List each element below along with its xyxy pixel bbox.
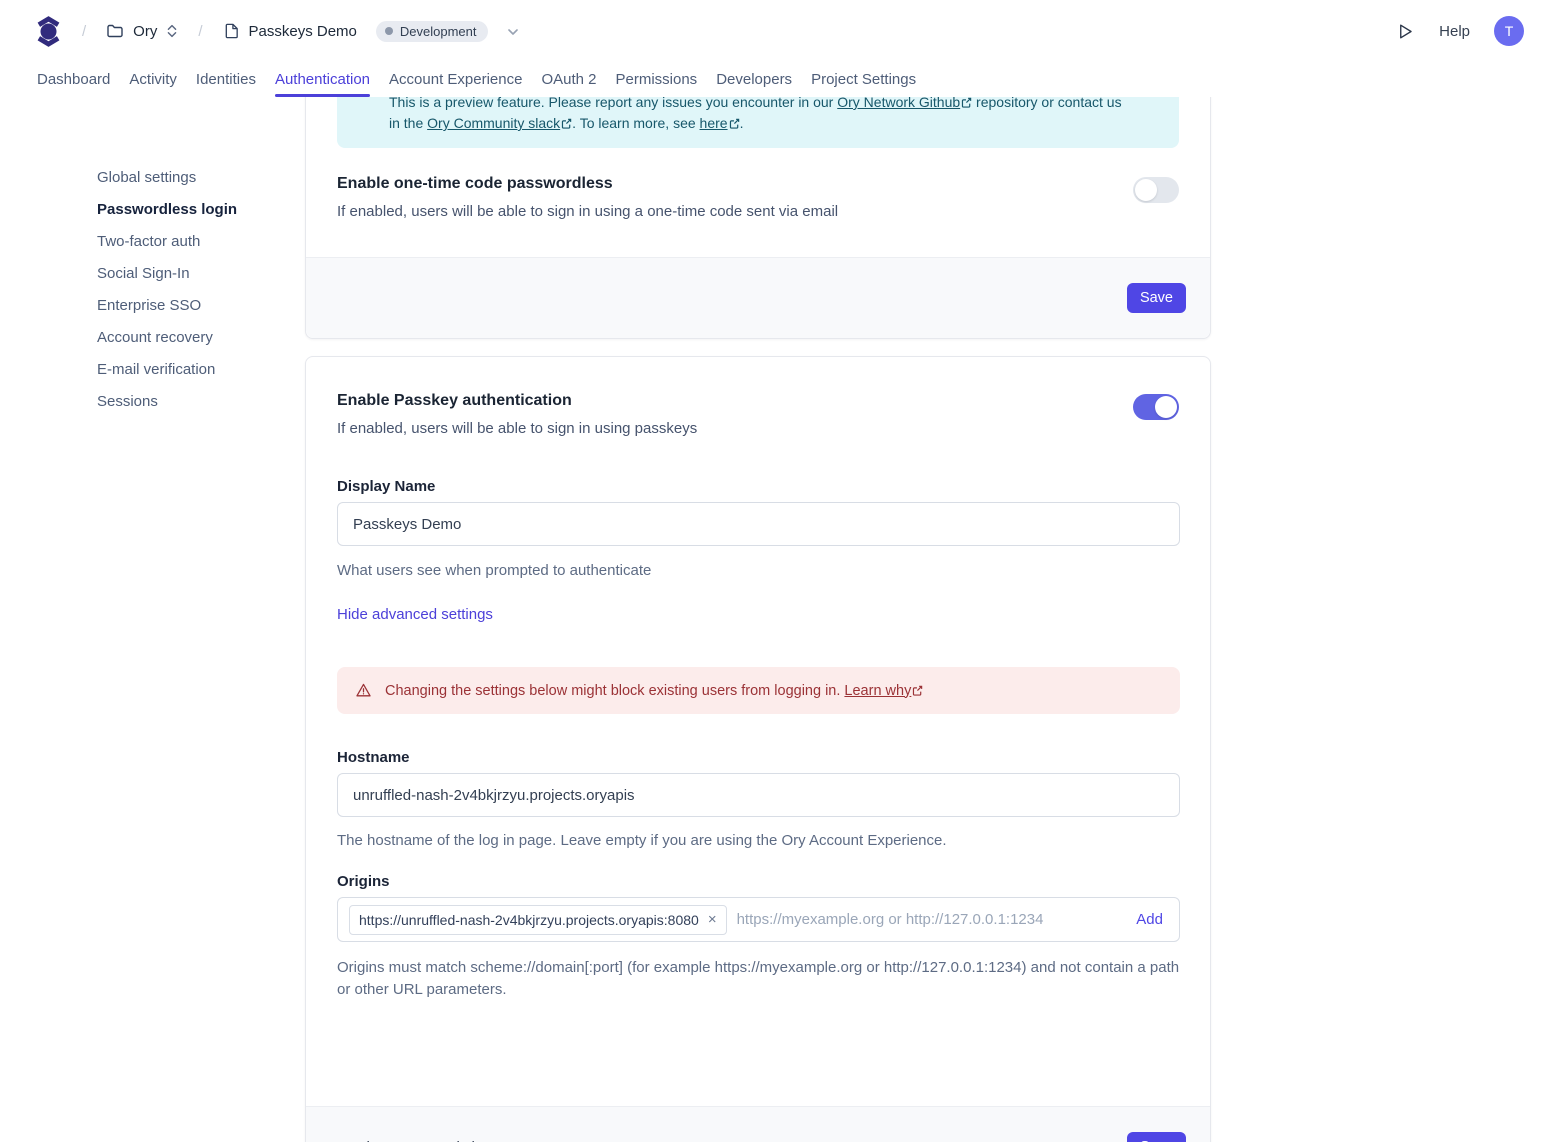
- warning-text: Changing the settings below might block …: [385, 683, 923, 699]
- passkey-toggle[interactable]: [1133, 394, 1179, 420]
- top-bar: / Ory / Passkeys Demo Development Help T: [0, 0, 1547, 62]
- passkey-card-footer: You have unsaved changes Save: [306, 1106, 1210, 1142]
- passkey-title: Enable Passkey authentication: [337, 392, 572, 409]
- remove-origin-icon[interactable]: ×: [707, 911, 717, 928]
- sidebar-item-account-recovery[interactable]: Account recovery: [97, 329, 213, 346]
- tab-oauth2[interactable]: OAuth 2: [541, 71, 597, 88]
- origins-field[interactable]: https://unruffled-nash-2v4bkjrzyu.projec…: [337, 897, 1180, 942]
- app-header: / Ory / Passkeys Demo Development Help T…: [0, 0, 1547, 97]
- help-link[interactable]: Help: [1439, 22, 1470, 40]
- spacer: [337, 1001, 1179, 1072]
- one-time-code-title: Enable one-time code passwordless: [337, 175, 613, 192]
- environment-dot: [384, 27, 393, 35]
- environment-badge: Development: [375, 20, 488, 42]
- play-button[interactable]: [1396, 22, 1415, 41]
- sidebar-item-two-factor-auth[interactable]: Two-factor auth: [97, 233, 201, 250]
- one-time-code-texts: Enable one-time code passwordless If ena…: [337, 174, 838, 223]
- ory-logo[interactable]: [35, 15, 62, 48]
- display-name-input[interactable]: [337, 502, 1180, 546]
- file-icon: [223, 22, 240, 40]
- toggle-knob: [1155, 396, 1177, 418]
- tab-project-settings[interactable]: Project Settings: [811, 71, 917, 88]
- one-time-code-toggle[interactable]: [1133, 177, 1179, 203]
- hostname-helper: The hostname of the log in page. Leave e…: [337, 832, 947, 849]
- preview-banner-text: repository or contact us in the: [389, 94, 1122, 131]
- learn-why-link[interactable]: Learn why: [844, 682, 912, 699]
- user-avatar[interactable]: T: [1494, 16, 1524, 46]
- environment-label: Development: [399, 23, 477, 39]
- preview-banner-text: This is a preview feature. Please report…: [389, 94, 838, 110]
- sidebar-item-passwordless-login[interactable]: Passwordless login: [97, 201, 238, 218]
- learn-more-here-link[interactable]: here: [699, 115, 728, 131]
- unsaved-changes-text: You have unsaved changes: [337, 1139, 521, 1142]
- chevron-down-icon: [506, 25, 520, 38]
- passkey-setting-row: Enable Passkey authentication If enabled…: [337, 391, 1179, 440]
- one-time-code-description: If enabled, users will be able to sign i…: [337, 203, 839, 220]
- tab-identities[interactable]: Identities: [195, 71, 256, 88]
- toggle-knob: [1135, 179, 1157, 201]
- project-name: Passkeys Demo: [248, 22, 357, 40]
- save-button[interactable]: Save: [1126, 283, 1186, 313]
- passkey-texts: Enable Passkey authentication If enabled…: [337, 391, 697, 440]
- tab-authentication[interactable]: Authentication: [274, 62, 371, 97]
- warning-message: Changing the settings below might block …: [385, 682, 845, 699]
- save-button[interactable]: Save: [1126, 1132, 1186, 1142]
- workspace-name: Ory: [133, 22, 158, 40]
- tab-activity[interactable]: Activity: [129, 71, 177, 88]
- origin-chip: https://unruffled-nash-2v4bkjrzyu.projec…: [349, 904, 727, 935]
- one-time-code-setting-row: Enable one-time code passwordless If ena…: [337, 174, 1179, 223]
- origins-helper: Origins must match scheme://domain[:port…: [337, 959, 1180, 998]
- workspace-selector[interactable]: Ory: [106, 22, 178, 40]
- tab-permissions[interactable]: Permissions: [615, 71, 698, 88]
- external-link-icon: [729, 118, 740, 129]
- warning-banner: Changing the settings below might block …: [337, 667, 1180, 714]
- origins-label: Origins: [337, 873, 390, 890]
- breadcrumb-separator: /: [82, 22, 87, 40]
- main-content: This is a preview feature. Please report…: [305, 53, 1211, 1142]
- sidebar-item-global-settings[interactable]: Global settings: [97, 169, 197, 186]
- preview-banner-text: . To learn more, see: [572, 115, 700, 131]
- external-link-icon: [912, 685, 923, 696]
- workspace-switcher-icon: [166, 22, 178, 40]
- project-selector[interactable]: Passkeys Demo Development: [223, 20, 520, 42]
- external-link-icon: [561, 118, 572, 129]
- tab-developers[interactable]: Developers: [716, 71, 793, 88]
- sidebar-item-enterprise-sso[interactable]: Enterprise SSO: [97, 297, 202, 314]
- settings-sidebar: Global settings Passwordless login Two-f…: [0, 97, 305, 1142]
- ory-community-slack-link[interactable]: Ory Community slack: [427, 115, 561, 131]
- project-nav-tabs: Dashboard Activity Identities Authentica…: [0, 62, 1547, 97]
- origins-input[interactable]: [736, 911, 1137, 928]
- hostname-label: Hostname: [337, 749, 410, 766]
- add-origin-button[interactable]: Add: [1136, 911, 1163, 928]
- tab-account-experience[interactable]: Account Experience: [389, 71, 523, 88]
- display-name-label: Display Name: [337, 478, 436, 495]
- sidebar-item-sessions[interactable]: Sessions: [97, 393, 158, 410]
- passkey-card: Enable Passkey authentication If enabled…: [305, 356, 1211, 1142]
- ory-network-github-link[interactable]: Ory Network Github: [837, 94, 961, 110]
- external-link-icon: [961, 97, 972, 108]
- passkey-description: If enabled, users will be able to sign i…: [337, 420, 698, 437]
- folder-icon: [106, 22, 124, 40]
- hostname-input[interactable]: [337, 773, 1180, 817]
- sidebar-item-social-sign-in[interactable]: Social Sign-In: [97, 265, 190, 282]
- hide-advanced-settings-link[interactable]: Hide advanced settings: [337, 606, 493, 623]
- topbar-right: Help T: [1396, 16, 1524, 46]
- preview-banner-text: .: [739, 115, 744, 131]
- display-name-helper: What users see when prompted to authenti…: [337, 562, 652, 579]
- breadcrumb-separator: /: [198, 22, 203, 40]
- one-time-code-card-footer: Save: [306, 257, 1210, 338]
- origin-chip-value: https://unruffled-nash-2v4bkjrzyu.projec…: [359, 911, 699, 928]
- tab-dashboard[interactable]: Dashboard: [37, 71, 111, 88]
- sidebar-item-email-verification[interactable]: E-mail verification: [97, 361, 216, 378]
- warning-triangle-icon: [355, 682, 372, 699]
